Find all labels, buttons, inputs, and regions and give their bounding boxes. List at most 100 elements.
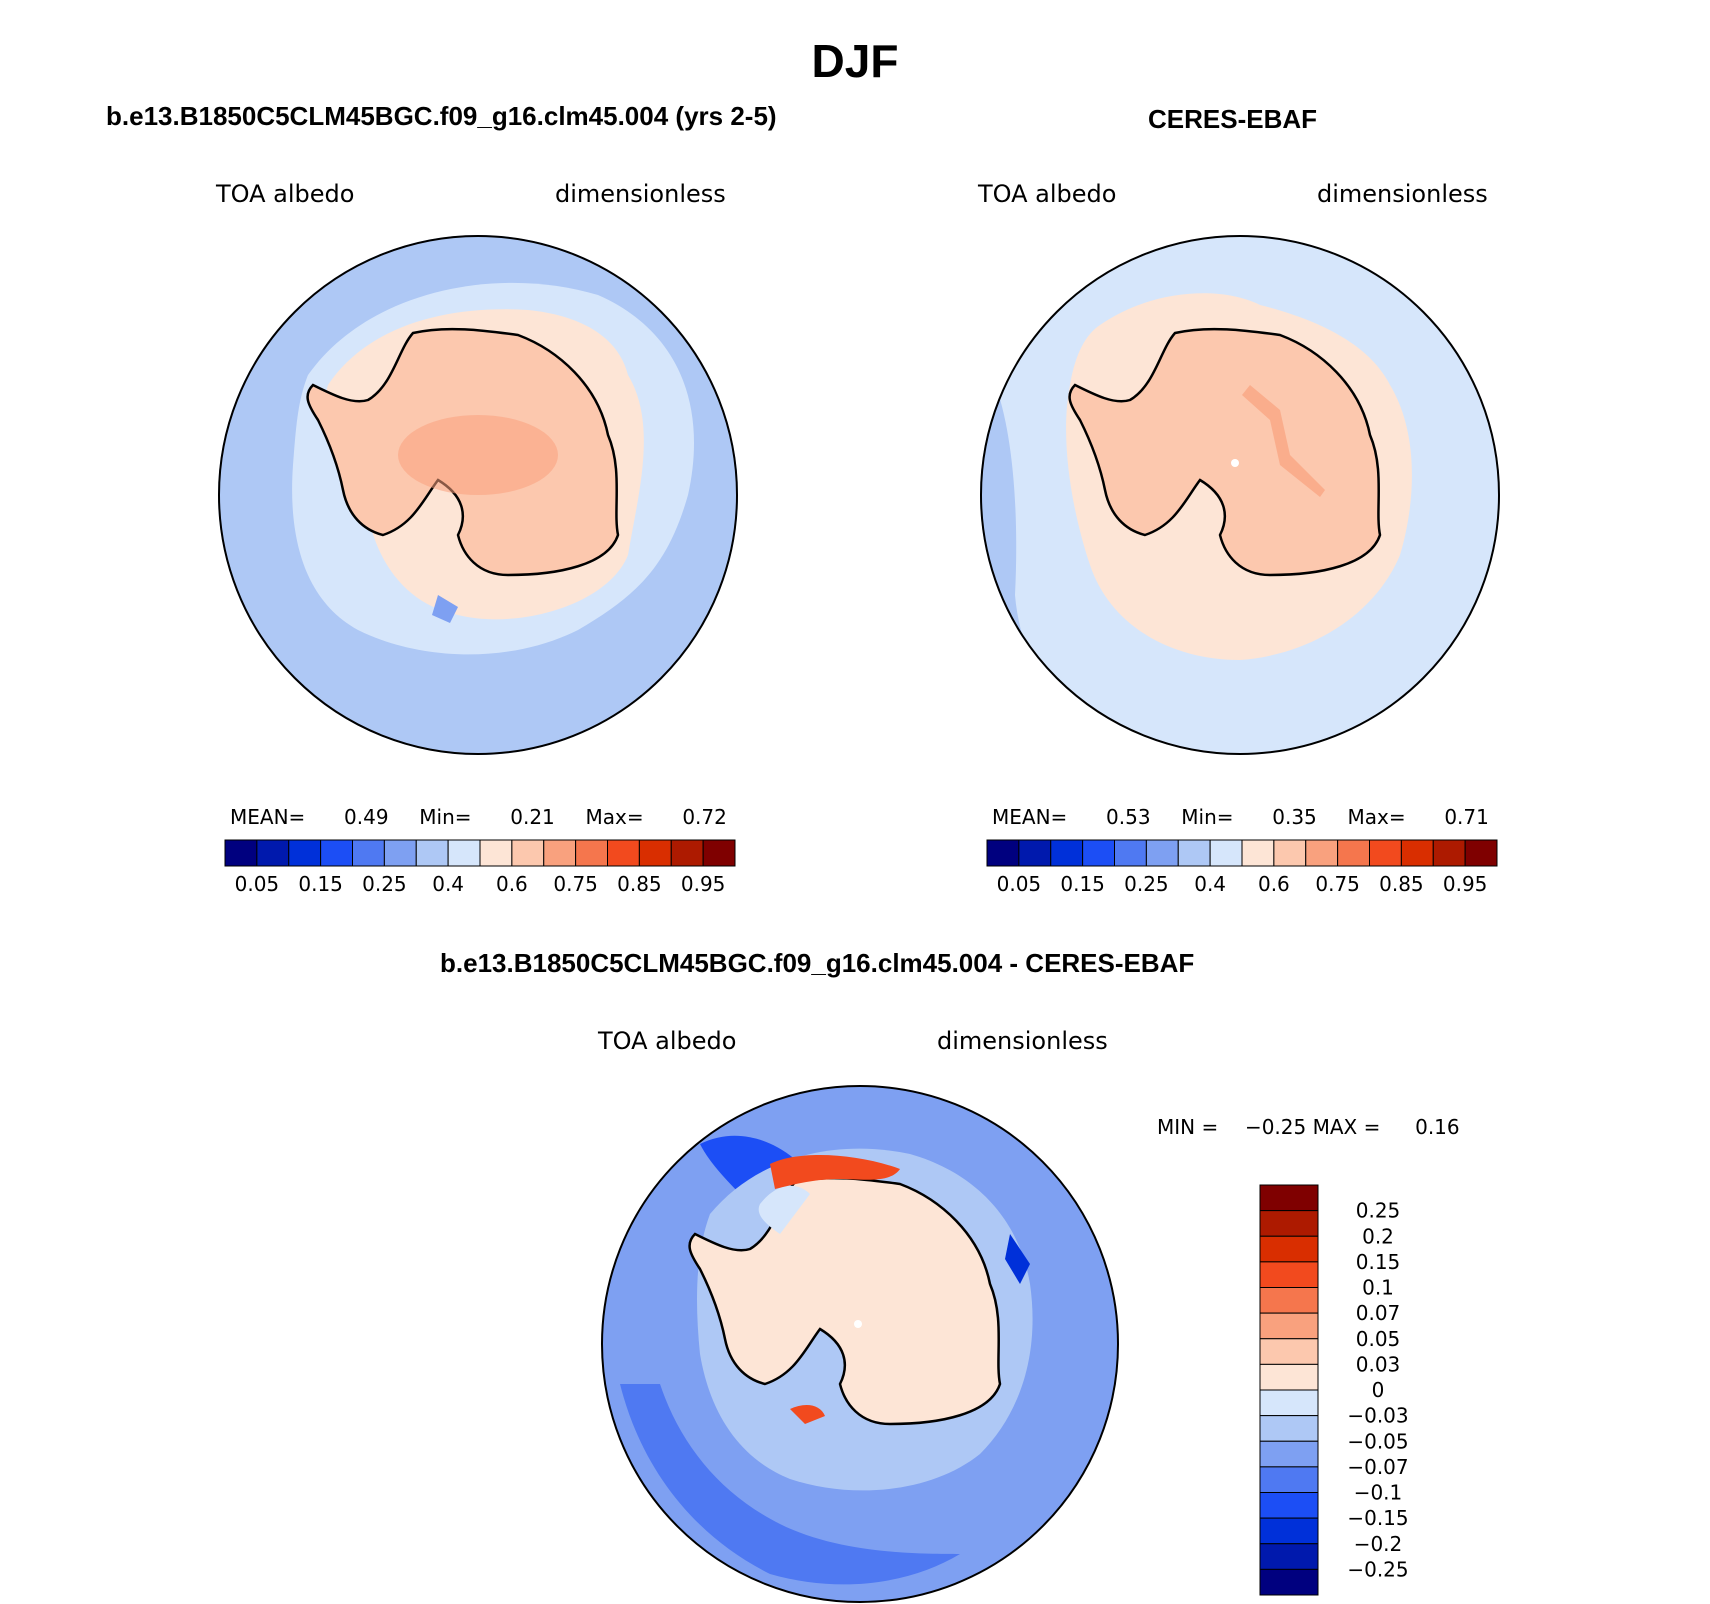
obs-colorbar-swatch-13 <box>1400 839 1434 867</box>
obs-colorbar-swatch-6 <box>1177 839 1211 867</box>
diff-coastal-negative <box>1005 1234 1030 1284</box>
diff-colorbar-swatch-6 <box>1259 1338 1319 1365</box>
diff-antarctica-continent <box>688 1176 1002 1426</box>
obs-colorbar-tick-label: 0.4 <box>1194 872 1226 896</box>
model-colorbar-swatch-1 <box>256 839 290 867</box>
obs-variable-label: TOA albedo <box>978 180 1117 208</box>
model-colorbar-swatch-11 <box>575 839 608 867</box>
obs-colorbar-swatch-14 <box>1432 839 1466 867</box>
model-stats: MEAN= 0.49 Min= 0.21 Max= 0.72 <box>230 805 727 829</box>
diff-max-label: MAX = <box>1312 1115 1381 1139</box>
obs-map-border <box>980 235 1500 755</box>
diff-max-value: 0.16 <box>1415 1115 1460 1139</box>
diff-colorbar-tick-label: 0.1 <box>1362 1276 1394 1300</box>
model-colorbar-swatch-7 <box>447 839 481 867</box>
model-map-border <box>218 235 738 755</box>
diff-colorbar-swatch-4 <box>1259 1287 1319 1314</box>
model-colorbar-tick-label: 0.15 <box>298 872 343 896</box>
model-colorbar-tick-label: 0.05 <box>235 872 280 896</box>
diff-stats: MIN = −0.25 MAX = 0.16 <box>1157 1115 1460 1139</box>
obs-mean-label: MEAN= <box>992 805 1068 829</box>
model-max-label: Max= <box>585 805 644 829</box>
model-colorbar-swatch-4 <box>352 839 385 867</box>
obs-colorbar-tick-label: 0.85 <box>1379 872 1424 896</box>
diff-colorbar-tick-label: 0.03 <box>1356 1352 1401 1376</box>
diff-colorbar-swatch-5 <box>1259 1312 1319 1340</box>
diff-positive-arc <box>770 1154 900 1189</box>
model-colorbar-swatch-5 <box>383 839 417 867</box>
diff-colorbar-swatch-13 <box>1259 1517 1319 1545</box>
diff-colorbar-tick-label: −0.1 <box>1354 1481 1403 1505</box>
diff-colorbar-tick-label: 0 <box>1372 1378 1385 1402</box>
diff-units-label: dimensionless <box>937 1027 1108 1055</box>
obs-polar-map <box>980 235 1500 755</box>
diff-panel-title: b.e13.B1850C5CLM45BGC.f09_g16.clm45.004 … <box>440 948 1195 978</box>
diff-colorbar: 0.250.20.150.10.070.050.030−0.03−0.05−0.… <box>1259 1184 1409 1596</box>
obs-stats: MEAN= 0.53 Min= 0.35 Max= 0.71 <box>992 805 1489 829</box>
obs-pole-hole <box>1231 459 1239 467</box>
diff-colorbar-swatch-12 <box>1259 1492 1319 1519</box>
obs-min-value: 0.35 <box>1272 805 1317 829</box>
model-colorbar-swatch-13 <box>638 839 672 867</box>
diff-colorbar-swatch-3 <box>1259 1261 1319 1288</box>
model-colorbar-swatch-12 <box>607 839 640 867</box>
obs-min-label: Min= <box>1181 805 1234 829</box>
diff-colorbar-swatch-14 <box>1259 1543 1319 1570</box>
obs-colorbar-swatch-11 <box>1337 839 1370 867</box>
model-high-albedo-core <box>398 415 558 495</box>
obs-colorbar-swatch-7 <box>1209 839 1243 867</box>
obs-colorbar-swatch-0 <box>986 839 1020 867</box>
model-colorbar-tick-label: 0.95 <box>681 872 726 896</box>
obs-colorbar-swatch-4 <box>1114 839 1147 867</box>
obs-colorbar-swatch-8 <box>1241 839 1275 867</box>
diff-colorbar-tick-label: 0.2 <box>1362 1224 1394 1248</box>
diff-colorbar-tick-label: −0.25 <box>1347 1557 1408 1581</box>
obs-colorbar-swatch-2 <box>1050 839 1084 867</box>
diff-min-label: MIN = <box>1157 1115 1219 1139</box>
model-ross-sea-patch <box>432 595 458 623</box>
model-colorbar-tick-label: 0.85 <box>617 872 662 896</box>
obs-colorbar-swatch-5 <box>1145 839 1179 867</box>
model-colorbar-swatch-8 <box>479 839 513 867</box>
diff-colorbar-tick-label: −0.07 <box>1347 1455 1408 1479</box>
diff-colorbar-tick-label: 0.15 <box>1356 1250 1401 1274</box>
model-mean-label: MEAN= <box>230 805 306 829</box>
diff-colorbar-tick-label: −0.2 <box>1354 1532 1403 1556</box>
model-min-value: 0.21 <box>510 805 555 829</box>
model-units-label: dimensionless <box>555 180 726 208</box>
obs-colorbar-swatch-12 <box>1369 839 1402 867</box>
diff-colorbar-swatch-9 <box>1259 1415 1319 1442</box>
model-colorbar-swatch-10 <box>543 839 577 867</box>
obs-panel-title: CERES-EBAF <box>1148 104 1318 134</box>
obs-colorbar-tick-label: 0.25 <box>1124 872 1169 896</box>
model-colorbar-swatch-9 <box>511 839 545 867</box>
obs-colorbar-tick-label: 0.05 <box>997 872 1042 896</box>
diff-pole-hole <box>854 1320 862 1328</box>
obs-colorbar-swatch-15 <box>1464 839 1498 867</box>
model-colorbar-swatch-6 <box>415 839 449 867</box>
obs-colorbar-swatch-10 <box>1305 839 1339 867</box>
diff-colorbar-swatch-7 <box>1259 1363 1319 1391</box>
obs-ridge-feature <box>1242 385 1325 497</box>
obs-colorbar-tick-label: 0.6 <box>1258 872 1290 896</box>
obs-colorbar-tick-label: 0.75 <box>1315 872 1360 896</box>
obs-antarctica-continent <box>1068 327 1382 577</box>
model-colorbar-tick-label: 0.75 <box>553 872 598 896</box>
diff-southern-ocean-band <box>620 1384 960 1585</box>
model-variable-label: TOA albedo <box>216 180 355 208</box>
diff-colorbar-tick-label: −0.03 <box>1347 1404 1408 1428</box>
diff-strong-negative-patch <box>700 1135 800 1204</box>
model-colorbar-swatch-3 <box>320 839 353 867</box>
diff-colorbar-tick-label: −0.05 <box>1347 1429 1408 1453</box>
diff-peninsula-near-zero <box>758 1185 810 1234</box>
obs-mean-value: 0.53 <box>1106 805 1151 829</box>
model-polar-map <box>218 235 738 755</box>
diff-polar-map <box>601 1085 1119 1603</box>
diff-colorbar-tick-label: 0.07 <box>1356 1301 1401 1325</box>
diff-map-border <box>601 1085 1119 1603</box>
obs-max-value: 0.71 <box>1444 805 1489 829</box>
obs-colorbar-swatch-1 <box>1018 839 1052 867</box>
model-colorbar-tick-label: 0.25 <box>362 872 407 896</box>
obs-units-label: dimensionless <box>1317 180 1488 208</box>
obs-colorbar-tick-label: 0.95 <box>1443 872 1488 896</box>
